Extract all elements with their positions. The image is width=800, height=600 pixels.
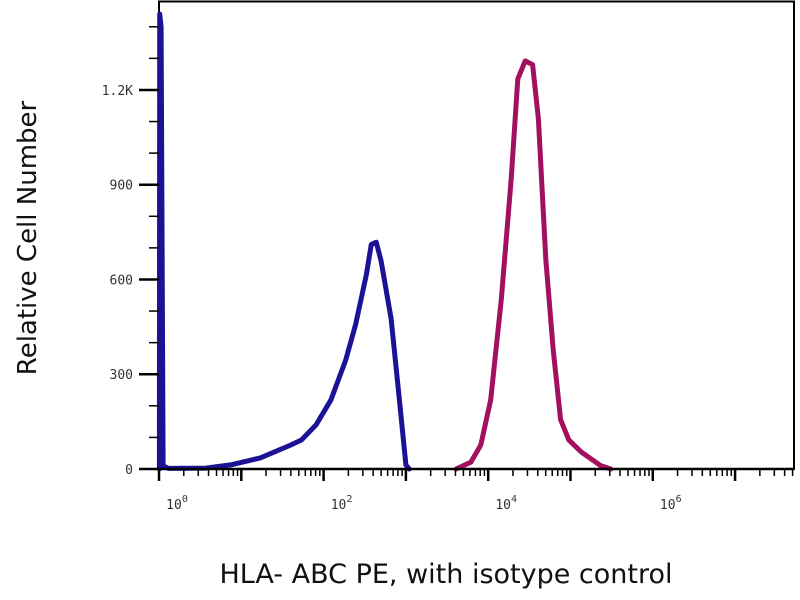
tick-base: 10	[166, 498, 182, 513]
y-tick-label: 300	[110, 368, 133, 383]
series-group	[156, 11, 614, 472]
y-tick-label: 600	[110, 273, 133, 288]
y-tick-label: 900	[110, 179, 133, 194]
tick-exponent: 0	[182, 494, 188, 505]
tick-base: 10	[495, 498, 511, 513]
x-axis-label: HLA- ABC PE, with isotype control	[219, 559, 672, 590]
x-tick-label: 102	[331, 494, 353, 513]
x-axis: 100 102 104 106	[157, 467, 794, 513]
series-line-1	[453, 58, 614, 472]
y-axis-label: Relative Cell Number	[13, 100, 43, 375]
x-tick-label: 104	[495, 494, 517, 513]
x-tick-label: 100	[166, 494, 188, 513]
tick-base: 10	[331, 498, 347, 513]
plot-frame	[158, 0, 795, 470]
y-tick-label: 1.2K	[102, 84, 133, 99]
y-tick-label: 0	[125, 463, 133, 478]
tick-base: 10	[660, 498, 676, 513]
tick-exponent: 6	[676, 494, 682, 505]
tick-exponent: 4	[511, 494, 517, 505]
series-line-0	[156, 11, 412, 472]
x-tick-label: 106	[660, 494, 682, 513]
tick-exponent: 2	[346, 494, 352, 505]
y-axis: 0 300 600 900 1.2K	[102, 26, 159, 478]
